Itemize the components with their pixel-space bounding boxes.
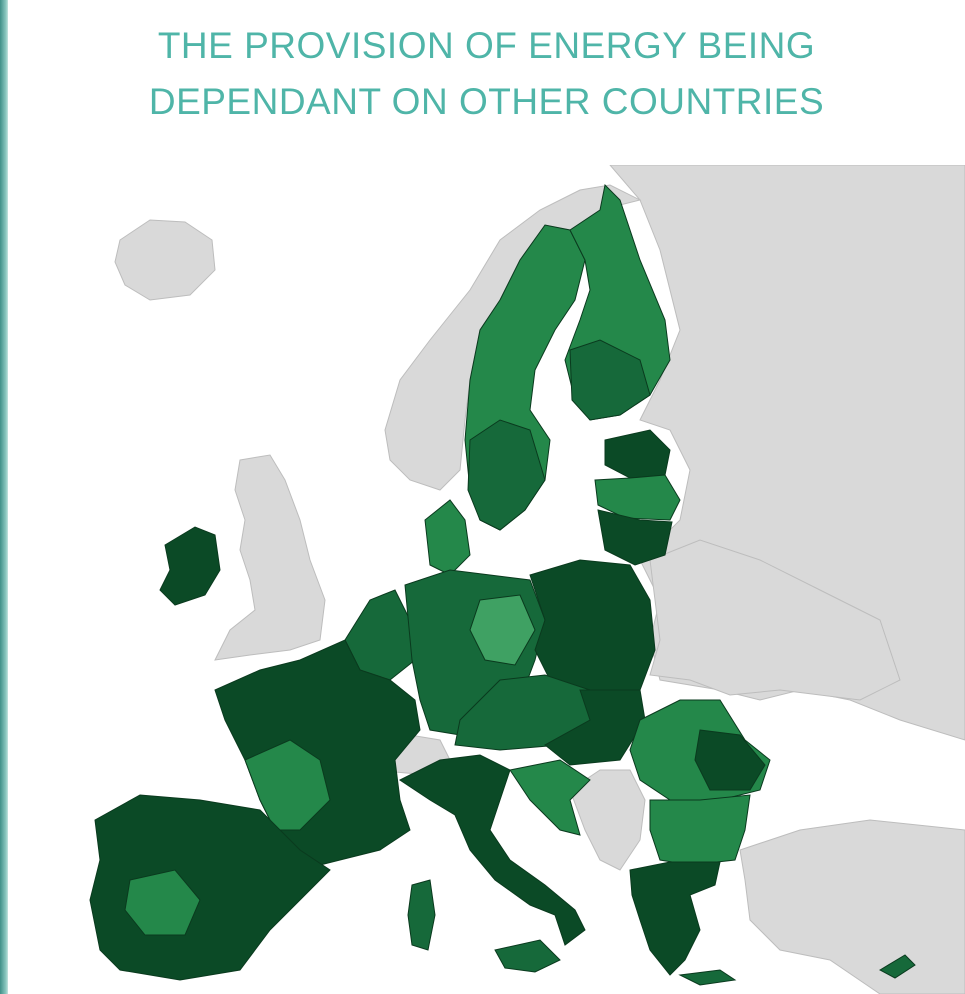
poland [529, 559, 656, 691]
europe-map [8, 165, 965, 994]
title-line: THE PROVISION OF ENERGY BEING [157, 25, 816, 66]
croatia-slovenia [509, 759, 591, 836]
denmark [424, 499, 471, 576]
lithuania [597, 509, 673, 566]
sweden-south [467, 419, 546, 531]
ireland [159, 526, 221, 606]
header: THE PROVISION OF ENERGY BEING DEPENDANT … [8, 0, 965, 165]
great-britain [214, 454, 326, 661]
romania-east [694, 729, 766, 791]
cyprus [878, 954, 916, 979]
iberia-center [124, 869, 201, 936]
hungary-slovakia [544, 689, 646, 766]
belarus-ukraine [649, 539, 901, 701]
finland-south [569, 339, 651, 421]
iceland [114, 219, 216, 301]
sicily [494, 939, 561, 973]
italy [399, 754, 586, 946]
bulgaria [649, 794, 751, 866]
western-balkans [569, 769, 646, 871]
title: THE PROVISION OF ENERGY BEING DEPENDANT … [8, 18, 965, 130]
title-line: DEPENDANT ON OTHER COUNTRIES [148, 81, 825, 122]
sardinia [407, 879, 436, 951]
latvia [594, 474, 681, 521]
germany-east [469, 594, 536, 666]
turkey [739, 819, 965, 994]
crete [678, 969, 737, 986]
france-west [244, 739, 331, 831]
greece [629, 861, 721, 976]
